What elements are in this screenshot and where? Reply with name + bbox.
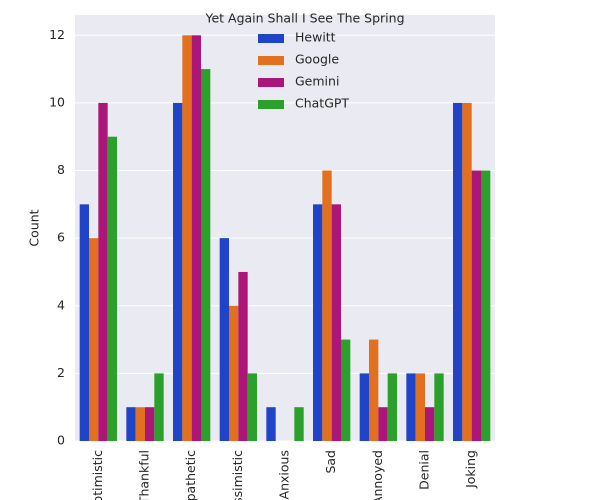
bar — [294, 407, 304, 441]
bar — [191, 35, 201, 442]
bar — [229, 305, 239, 441]
legend-label: Gemini — [295, 74, 339, 89]
bar — [341, 339, 351, 441]
bar — [425, 407, 435, 441]
bar — [154, 373, 164, 441]
grid — [75, 34, 495, 442]
bar — [369, 339, 379, 441]
bar — [415, 373, 425, 441]
bar — [322, 170, 332, 441]
bar — [173, 102, 183, 442]
x-tick-label: Joking — [463, 450, 478, 489]
bars — [79, 35, 491, 442]
plot-area — [75, 15, 495, 441]
bar — [98, 102, 108, 442]
bar — [406, 373, 416, 441]
x-tick-label: Optimistic — [90, 450, 105, 500]
bar — [182, 35, 192, 442]
y-tick-label: 10 — [49, 94, 65, 109]
bar — [471, 170, 481, 441]
legend-swatch — [258, 78, 284, 87]
bar — [378, 407, 388, 441]
x-tick-label: Thankful — [137, 450, 152, 500]
bar — [201, 69, 211, 441]
y-axis-label: Count — [27, 209, 42, 246]
x-tick-label: Sad — [323, 450, 338, 474]
bar — [359, 373, 369, 441]
bar — [135, 407, 145, 441]
bar — [481, 170, 491, 441]
bar — [247, 373, 257, 441]
x-tick-label: Denial — [417, 450, 432, 490]
bar — [331, 204, 341, 441]
legend-label: Hewitt — [295, 30, 336, 45]
chart-title: Yet Again Shall I See The Spring — [205, 11, 405, 26]
bar — [434, 373, 444, 441]
y-tick-label: 8 — [57, 162, 65, 177]
legend-swatch — [258, 56, 284, 65]
y-tick-label: 2 — [57, 365, 65, 380]
bar — [219, 238, 229, 441]
x-tick-label: Pessimistic — [230, 450, 245, 500]
x-tick-label: Empathetic — [183, 450, 198, 500]
bar — [238, 271, 248, 441]
legend-swatch — [258, 100, 284, 109]
y-tick-label: 6 — [57, 230, 65, 245]
bar — [107, 136, 117, 441]
bar — [313, 204, 323, 441]
bar — [453, 102, 463, 442]
y-tick-label: 4 — [57, 297, 65, 312]
bar — [89, 238, 99, 441]
legend-label: Google — [295, 52, 339, 67]
legend-label: ChatGPT — [295, 96, 349, 111]
bar — [145, 407, 155, 441]
bar — [79, 204, 89, 441]
x-tick-label: Annoyed — [370, 450, 385, 500]
x-tick-label: Anxious — [277, 450, 292, 499]
y-tick-label: 12 — [49, 27, 65, 42]
legend-swatch — [258, 34, 284, 43]
y-tick-label: 0 — [57, 433, 65, 448]
bar — [387, 373, 397, 441]
bar — [266, 407, 276, 441]
bar — [462, 102, 472, 442]
bar — [126, 407, 136, 441]
